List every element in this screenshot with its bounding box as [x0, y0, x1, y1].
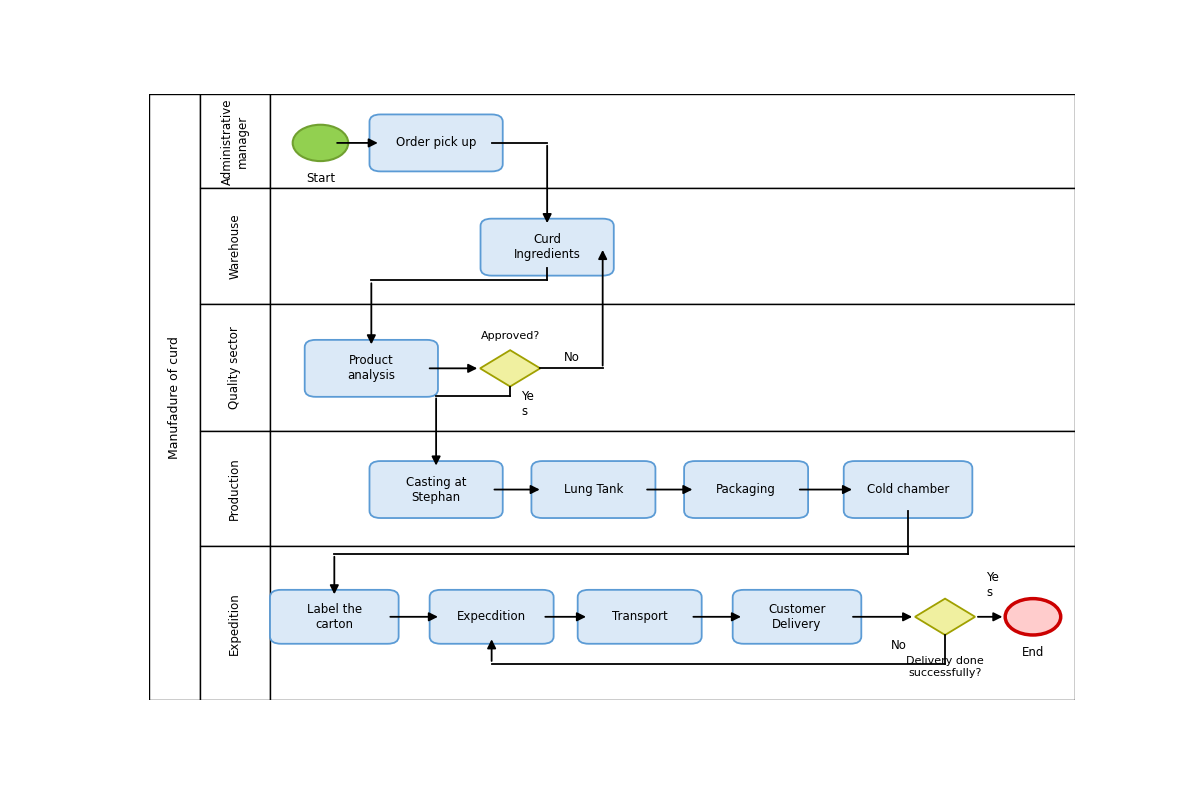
Text: Packaging: Packaging — [716, 483, 776, 496]
FancyBboxPatch shape — [369, 461, 503, 518]
Text: Label the
carton: Label the carton — [307, 603, 362, 631]
Text: Manufadure of curd: Manufadure of curd — [168, 336, 181, 459]
FancyBboxPatch shape — [578, 589, 702, 644]
Text: No: No — [564, 351, 579, 364]
Text: Transport: Transport — [611, 610, 667, 623]
Text: Cold chamber: Cold chamber — [867, 483, 949, 496]
Text: Expecdition: Expecdition — [457, 610, 527, 623]
FancyBboxPatch shape — [304, 340, 438, 397]
Text: Approved?: Approved? — [480, 331, 540, 341]
Bar — [149, 94, 201, 700]
Text: Quality sector: Quality sector — [228, 326, 241, 408]
Bar — [270, 188, 1075, 304]
Polygon shape — [915, 599, 975, 635]
Bar — [270, 304, 1075, 430]
Text: Warehouse: Warehouse — [228, 213, 241, 279]
Bar — [201, 430, 270, 546]
Text: Start: Start — [306, 172, 336, 185]
Text: No: No — [891, 639, 906, 652]
FancyBboxPatch shape — [270, 589, 399, 644]
Text: Customer
Delivery: Customer Delivery — [768, 603, 826, 631]
Bar — [201, 94, 270, 188]
Text: Lung Tank: Lung Tank — [564, 483, 623, 496]
Text: End: End — [1022, 646, 1044, 659]
Text: Casting at
Stephan: Casting at Stephan — [406, 475, 467, 504]
FancyBboxPatch shape — [733, 589, 861, 644]
Text: Expedition: Expedition — [228, 592, 241, 655]
Bar — [201, 188, 270, 304]
Text: Ye
s: Ye s — [522, 390, 534, 418]
FancyBboxPatch shape — [430, 589, 554, 644]
FancyBboxPatch shape — [480, 219, 614, 275]
Circle shape — [1005, 599, 1060, 635]
Text: Order pick up: Order pick up — [396, 136, 476, 150]
FancyBboxPatch shape — [531, 461, 656, 518]
Text: Production: Production — [228, 457, 241, 519]
Circle shape — [293, 124, 349, 161]
Text: Ye
s: Ye s — [986, 571, 999, 599]
Bar — [201, 304, 270, 430]
Text: Product
analysis: Product analysis — [347, 354, 395, 382]
Text: Administrative
manager: Administrative manager — [221, 98, 248, 185]
Polygon shape — [480, 350, 540, 386]
Bar — [201, 546, 270, 700]
Bar — [270, 430, 1075, 546]
Text: Delivery done
successfully?: Delivery done successfully? — [906, 656, 984, 678]
Bar — [270, 94, 1075, 188]
Bar — [270, 546, 1075, 700]
Text: Curd
Ingredients: Curd Ingredients — [513, 233, 580, 261]
FancyBboxPatch shape — [369, 114, 503, 172]
FancyBboxPatch shape — [844, 461, 972, 518]
FancyBboxPatch shape — [684, 461, 808, 518]
